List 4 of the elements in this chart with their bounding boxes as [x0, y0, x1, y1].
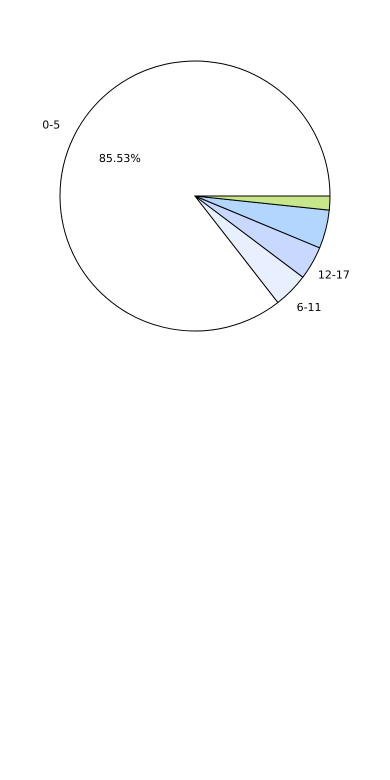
slice-label: 12-17	[318, 268, 350, 282]
slice-label: 0-5	[42, 118, 60, 132]
data-label: 85.53%	[98, 152, 141, 166]
slice-label: 6-11	[296, 301, 322, 314]
